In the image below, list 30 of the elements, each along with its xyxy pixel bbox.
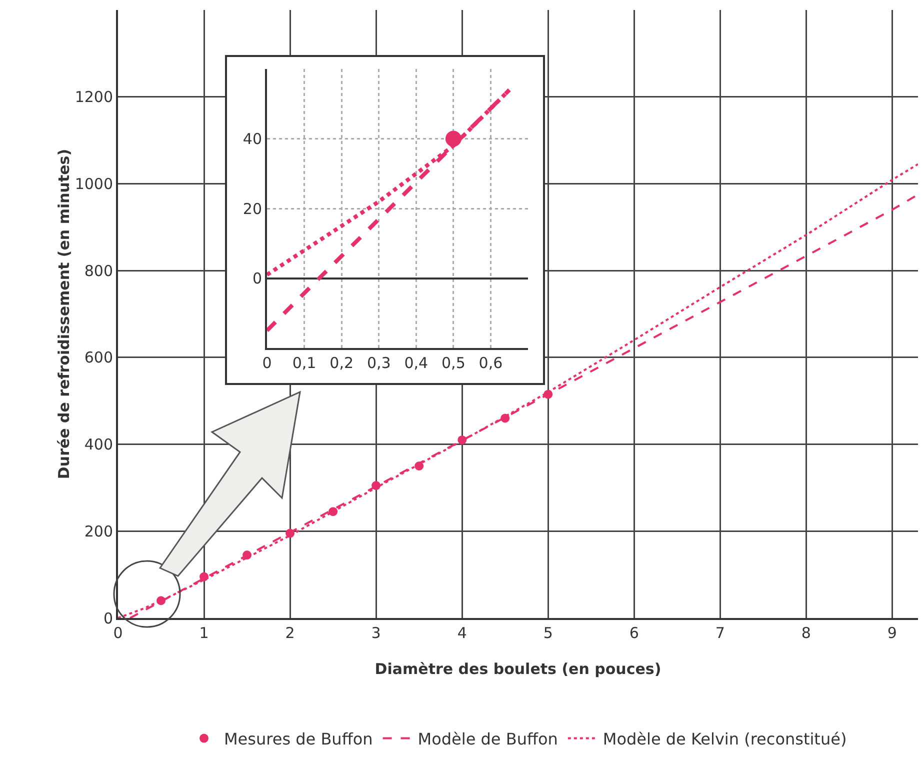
legend-label: Modèle de Buffon — [418, 730, 558, 748]
x-tick-label: 2 — [285, 624, 295, 642]
y-tick-label: 0 — [252, 270, 262, 288]
x-tick-label: 5 — [543, 624, 553, 642]
y-tick-label: 400 — [84, 436, 113, 454]
y-tick-label: 20 — [242, 200, 262, 218]
y-axis-title: Durée de refroidissement (en minutes) — [54, 148, 73, 480]
legend-label: Mesures de Buffon — [224, 730, 373, 748]
x-tick-label: 1 — [199, 624, 209, 642]
x-tick-label: 3 — [371, 624, 381, 642]
y-tick-label: 0 — [103, 609, 113, 628]
y-tick-label: 40 — [242, 130, 262, 148]
x-tick-label: 0,6 — [478, 354, 503, 372]
y-tick-label: 600 — [84, 348, 113, 367]
y-tick-label: 200 — [84, 522, 113, 540]
y-tick-label: 1000 — [74, 174, 113, 193]
x-tick-label: 0,2 — [330, 354, 354, 372]
x-tick-label: 4 — [457, 624, 467, 642]
x-tick-label: 8 — [801, 624, 811, 642]
x-tick-label: 9 — [887, 624, 897, 642]
legend-label: Modèle de Kelvin (reconstitué) — [602, 730, 847, 748]
y-tick-label: 800 — [84, 262, 113, 280]
x-tick-label: 0,5 — [442, 354, 466, 372]
x-tick-label: 0,1 — [292, 354, 316, 372]
x-tick-label: 6 — [629, 624, 639, 642]
y-tick-label: 1200 — [74, 88, 113, 106]
x-tick-label: 7 — [715, 624, 725, 642]
x-tick-label: 0,3 — [366, 354, 391, 372]
x-tick-label: 0,4 — [404, 354, 428, 372]
x-axis-title: Diamètre des boulets (en pouces) — [374, 660, 662, 678]
